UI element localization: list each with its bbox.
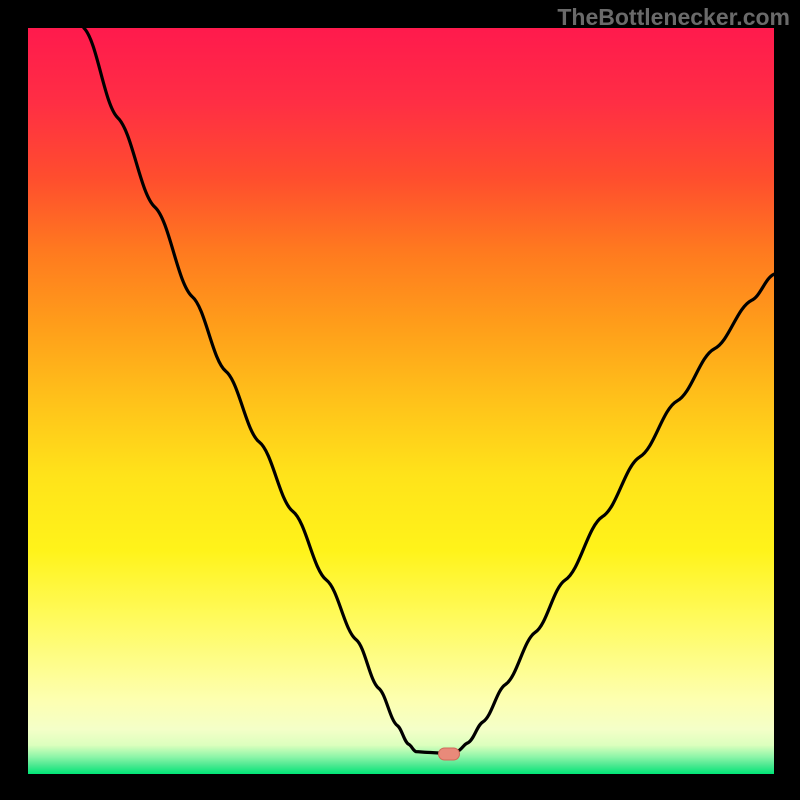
optimal-point-marker bbox=[438, 747, 460, 760]
chart-plot-area bbox=[28, 28, 774, 774]
bottleneck-curve bbox=[28, 28, 774, 774]
watermark-text: TheBottlenecker.com bbox=[557, 4, 790, 31]
